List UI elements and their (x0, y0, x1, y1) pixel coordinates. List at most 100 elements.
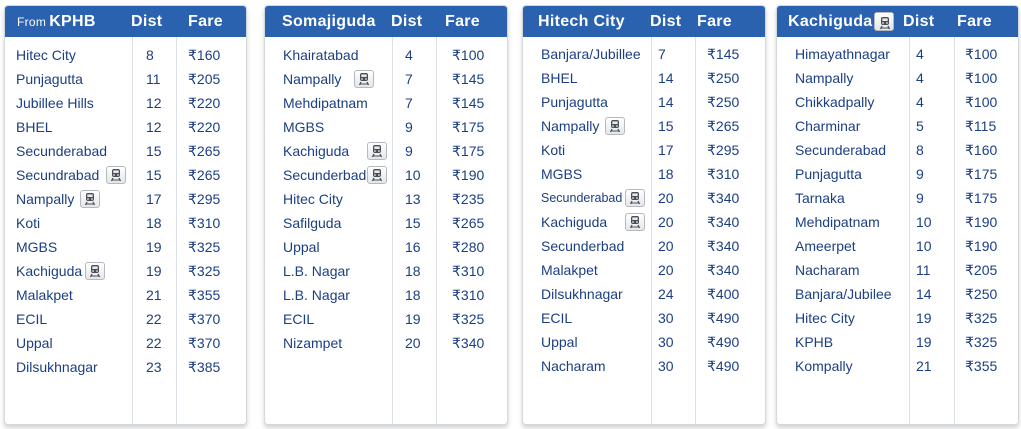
distance-value: 20 (658, 214, 674, 230)
column-divider (132, 37, 133, 424)
distance-value: 14 (658, 94, 674, 110)
destination-name: Safilguda (283, 215, 342, 231)
table-row: Himayathnagar 4 ₹100 (777, 42, 1018, 66)
table-row: Safilguda 15 ₹265 (265, 211, 507, 235)
destination-name: Secunderabad (795, 142, 887, 158)
distance-value: 14 (658, 70, 674, 86)
fare-value: ₹355 (188, 287, 221, 303)
table-row: Khairatabad 4 ₹100 (265, 43, 507, 67)
destination-name: Punjagutta (16, 71, 83, 87)
table-row: Secunderbad 10 ₹190 (265, 163, 507, 187)
distance-value: 4 (916, 70, 924, 86)
distance-value: 13 (405, 191, 421, 207)
destination-name: L.B. Nagar (283, 263, 350, 279)
table-row: Secunderbad 20 ₹340 (523, 234, 765, 258)
fare-value: ₹220 (188, 95, 221, 111)
fare-value: ₹115 (965, 118, 997, 134)
origin-station: Somajiguda (282, 13, 376, 30)
table-row: BHEL 12 ₹220 (5, 115, 246, 139)
fare-value: ₹295 (707, 142, 740, 158)
destination-name: Nampally (16, 191, 75, 207)
table-row: Hitec City 19 ₹325 (777, 306, 1018, 330)
destination-name: Kompally (795, 358, 853, 374)
destination-name: Chikkadpally (795, 94, 875, 110)
distance-value: 18 (146, 215, 162, 231)
table-row: Nacharam 30 ₹490 (523, 354, 765, 378)
destination-name: KPHB (795, 334, 834, 350)
fare-value: ₹145 (707, 46, 740, 62)
destination-name: Secunderbad (541, 238, 625, 254)
table-row: ECIL 30 ₹490 (523, 306, 765, 330)
dist-header: Dist (391, 13, 423, 30)
distance-value: 21 (146, 287, 162, 303)
fare-value: ₹265 (452, 215, 485, 231)
table-row: Dilsukhnagar 23 ₹385 (5, 355, 246, 379)
fare-value: ₹100 (965, 46, 998, 62)
fare-card-somajiguda: Somajiguda Dist Fare Khairatabad 4 ₹100 Nampal… (264, 5, 508, 425)
fare-value: ₹400 (707, 286, 740, 302)
column-divider (695, 37, 696, 424)
table-row: Nampally 7 ₹145 (265, 67, 507, 91)
card-header: Somajiguda Dist Fare (265, 6, 507, 37)
destination-name: Dilsukhnagar (541, 286, 623, 302)
fare-value: ₹310 (707, 166, 740, 182)
fare-value: ₹265 (188, 167, 221, 183)
train-icon (354, 70, 374, 88)
distance-value: 10 (916, 238, 932, 254)
fare-value: ₹100 (965, 70, 998, 86)
destination-name: Nampally (541, 118, 600, 134)
distance-value: 10 (405, 167, 421, 183)
table-row: Uppal 30 ₹490 (523, 330, 765, 354)
destination-name: Mehdipatnam (795, 214, 880, 230)
fare-value: ₹325 (452, 311, 485, 327)
distance-value: 8 (916, 142, 924, 158)
table-row: Nampally 4 ₹100 (777, 66, 1018, 90)
column-divider (909, 37, 910, 424)
table-row: Kachiguda 20 ₹340 (523, 210, 765, 234)
destination-name: Dilsukhnagar (16, 359, 98, 375)
table-row: MGBS 9 ₹175 (265, 115, 507, 139)
card-title: Somajiguda (282, 6, 376, 37)
from-label: From (17, 15, 47, 29)
destination-name: Malakpet (541, 262, 598, 278)
distance-value: 14 (916, 286, 932, 302)
dist-header: Dist (650, 13, 682, 30)
header-icon-wrap (874, 6, 896, 37)
table-row: Nampally 17 ₹295 (5, 187, 246, 211)
destination-name: Tarnaka (795, 190, 845, 206)
train-icon (367, 166, 387, 184)
distance-value: 19 (916, 310, 932, 326)
fare-value: ₹370 (188, 335, 221, 351)
fare-value: ₹265 (707, 118, 740, 134)
fare-value: ₹325 (188, 239, 221, 255)
column-divider (392, 37, 393, 424)
table-row: Dilsukhnagar 24 ₹400 (523, 282, 765, 306)
fare-value: ₹250 (707, 70, 740, 86)
distance-value: 4 (405, 47, 413, 63)
fare-value: ₹265 (188, 143, 221, 159)
fare-value: ₹250 (965, 286, 998, 302)
distance-value: 20 (658, 262, 674, 278)
table-row: Secunderabad 20 ₹340 (523, 186, 765, 210)
table-row: Nampally 15 ₹265 (523, 114, 765, 138)
table-row: BHEL 14 ₹250 (523, 66, 765, 90)
fare-value: ₹100 (452, 47, 485, 63)
fare-value: ₹190 (965, 238, 998, 254)
distance-value: 17 (146, 191, 162, 207)
origin-station: Hitech City (538, 13, 625, 30)
column-divider (651, 37, 652, 424)
destination-name: Punjagutta (795, 166, 862, 182)
table-row: ECIL 22 ₹370 (5, 307, 246, 331)
table-row: Punjagutta 11 ₹205 (5, 67, 246, 91)
table-row: L.B. Nagar 18 ₹310 (265, 259, 507, 283)
distance-value: 12 (146, 119, 162, 135)
table-row: Jubillee Hills 12 ₹220 (5, 91, 246, 115)
fare-value: ₹160 (965, 142, 998, 158)
destination-name: Nampally (283, 71, 342, 87)
table-row: Charminar 5 ₹115 (777, 114, 1018, 138)
table-row: MGBS 18 ₹310 (523, 162, 765, 186)
distance-value: 8 (146, 47, 154, 63)
destination-name: Banjara/Jubilee (795, 286, 892, 302)
distance-value: 24 (658, 286, 674, 302)
distance-value: 4 (916, 46, 924, 62)
